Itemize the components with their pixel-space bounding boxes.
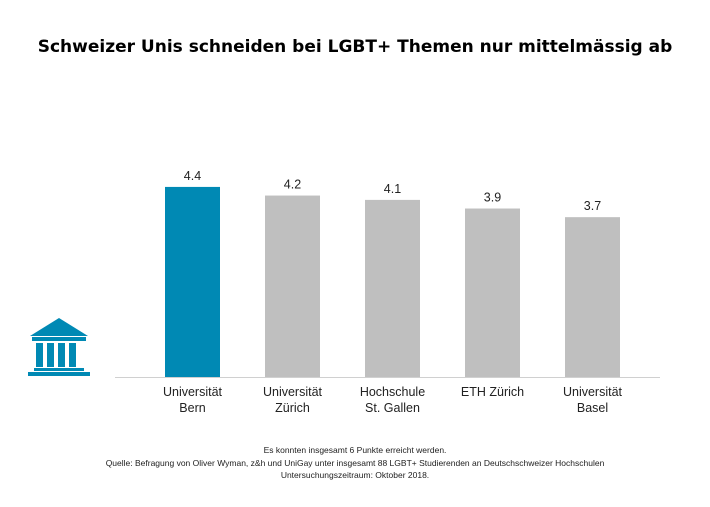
category-label: Universität <box>263 385 323 399</box>
university-building-icon <box>28 318 90 376</box>
data-label: 4.4 <box>184 169 201 183</box>
bar <box>465 208 520 377</box>
bar <box>165 186 220 377</box>
category-label: Bern <box>179 401 205 415</box>
data-label: 4.1 <box>384 182 401 196</box>
note-source: Quelle: Befragung von Oliver Wyman, z&h … <box>106 458 605 468</box>
category-label: Zürich <box>275 401 310 415</box>
category-label: Universität <box>163 385 223 399</box>
bar <box>365 199 420 377</box>
category-label: Universität <box>563 385 623 399</box>
category-label: Hochschule <box>360 385 425 399</box>
data-label: 3.7 <box>584 199 601 213</box>
note-period: Untersuchungszeitraum: Oktober 2018. <box>281 470 429 480</box>
bar <box>565 217 620 377</box>
category-label: ETH Zürich <box>461 385 524 399</box>
bar <box>265 195 320 377</box>
category-label: Basel <box>577 401 608 415</box>
chart-title: Schweizer Unis schneiden bei LGBT+ Theme… <box>38 37 673 57</box>
data-label: 3.9 <box>484 191 501 205</box>
data-label: 4.2 <box>284 178 301 192</box>
note-points: Es konnten insgesamt 6 Punkte erreicht w… <box>264 445 447 455</box>
category-label: St. Gallen <box>365 401 420 415</box>
